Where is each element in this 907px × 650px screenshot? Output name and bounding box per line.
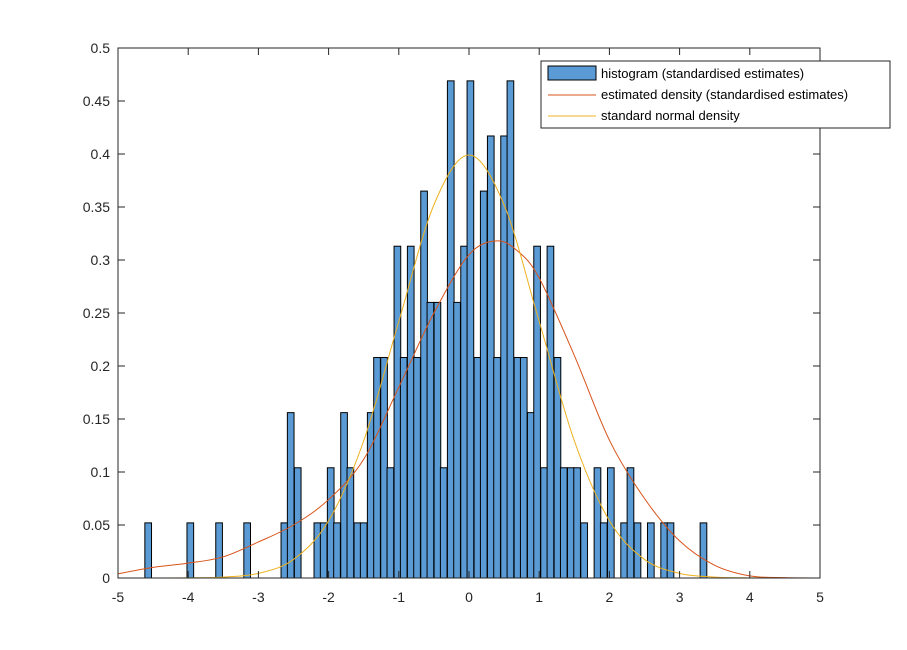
histogram-bar	[439, 467, 448, 579]
histogram-bar	[646, 522, 655, 579]
histogram-bar	[540, 467, 548, 579]
x-tick-label: 5	[816, 589, 824, 605]
x-tick-label: -1	[393, 589, 406, 605]
axes: -5 -4 -3 -2 -1 0 1 2 3 4 5 00.050.10.150.20.250.30…	[83, 40, 824, 605]
histogram-bar	[215, 522, 223, 579]
histogram-bar	[519, 357, 528, 579]
histogram-bar	[493, 357, 501, 579]
histogram-bar	[433, 301, 442, 579]
x-tick-label: -5	[112, 589, 125, 605]
histogram-bar	[399, 357, 408, 579]
histogram-bar	[633, 522, 642, 579]
histogram-bar	[479, 190, 488, 579]
y-tick-label: 0.25	[83, 305, 110, 321]
histogram-bar	[500, 135, 508, 579]
histogram-bar	[393, 245, 402, 579]
histogram-bar	[573, 467, 581, 579]
histogram-bar	[406, 245, 415, 579]
histogram-bars	[144, 80, 708, 579]
y-tick-label: 0.15	[83, 411, 110, 427]
histogram-bar	[333, 522, 341, 579]
histogram-bar	[380, 357, 388, 579]
legend: histogram (standardised estimates) estim…	[540, 60, 891, 129]
x-tick-label: -3	[252, 589, 265, 605]
y-tick-label: 0.1	[91, 464, 111, 480]
y-tick-label: 0	[102, 570, 110, 586]
x-tick-label: 0	[465, 589, 473, 605]
histogram-bar	[144, 522, 153, 579]
estimated-density-line	[117, 240, 821, 579]
histogram-bar	[359, 522, 368, 579]
legend-box	[540, 60, 891, 129]
histogram-bar	[426, 301, 435, 579]
histogram-bar	[453, 301, 461, 579]
y-tick-label: 0.5	[91, 40, 111, 56]
histogram-bar	[186, 522, 195, 579]
histogram-bar	[346, 467, 355, 579]
histogram-bar	[243, 522, 252, 579]
histogram-bar	[626, 467, 635, 579]
histogram-bar	[506, 80, 515, 579]
histogram-bar	[559, 467, 568, 579]
x-tick-label: 2	[606, 589, 614, 605]
histogram-bar	[286, 412, 295, 579]
y-tick-label: 0.45	[83, 93, 110, 109]
x-tick-label: -4	[182, 589, 195, 605]
histogram-bar	[593, 467, 602, 579]
legend-label-estimated-density: estimated density (standardised estimate…	[601, 87, 848, 102]
histogram-bar	[366, 412, 375, 579]
histogram-bar	[620, 522, 628, 579]
histogram-bar	[513, 357, 522, 579]
x-tick-label: 1	[535, 589, 543, 605]
x-tick-label: 4	[746, 589, 754, 605]
y-tick-label: 0.4	[91, 146, 111, 162]
histogram-bar	[313, 522, 322, 579]
histogram-bar	[533, 245, 541, 579]
histogram-bar	[486, 135, 495, 579]
histogram-bar	[599, 522, 608, 579]
legend-swatch-histogram	[547, 65, 597, 81]
histogram-bar	[553, 357, 562, 579]
x-axis-ticks: -5 -4 -3 -2 -1 0 1 2 3 4 5	[112, 48, 824, 605]
histogram-bar	[446, 80, 455, 579]
histogram-bar	[473, 357, 482, 579]
y-tick-label: 0.05	[83, 517, 110, 533]
histogram-bar	[699, 522, 708, 579]
density-curves	[117, 154, 821, 579]
histogram-bar	[413, 357, 421, 579]
x-tick-label: -2	[322, 589, 335, 605]
x-tick-label: 3	[676, 589, 684, 605]
legend-label-histogram: histogram (standardised estimates)	[601, 66, 804, 81]
y-tick-label: 0.35	[83, 199, 110, 215]
histogram-bar	[580, 522, 588, 579]
y-axis-ticks: 0 0.05 0.1 0.15 0.2 0.25 0.3 0.35 0.4 0.45 0.5	[83, 40, 820, 586]
histogram-bar	[420, 190, 428, 579]
histogram-bar	[326, 467, 335, 579]
y-tick-label: 0.2	[91, 358, 111, 374]
histogram-bar	[566, 467, 575, 579]
standard-normal-density-line	[117, 154, 821, 579]
histogram-bar	[526, 412, 535, 579]
histogram-bar	[353, 522, 362, 579]
histogram-bar	[460, 245, 468, 579]
legend-label-normal-density: standard normal density	[601, 108, 740, 123]
histogram-bar	[386, 467, 395, 579]
y-tick-label: 0.3	[91, 252, 111, 268]
